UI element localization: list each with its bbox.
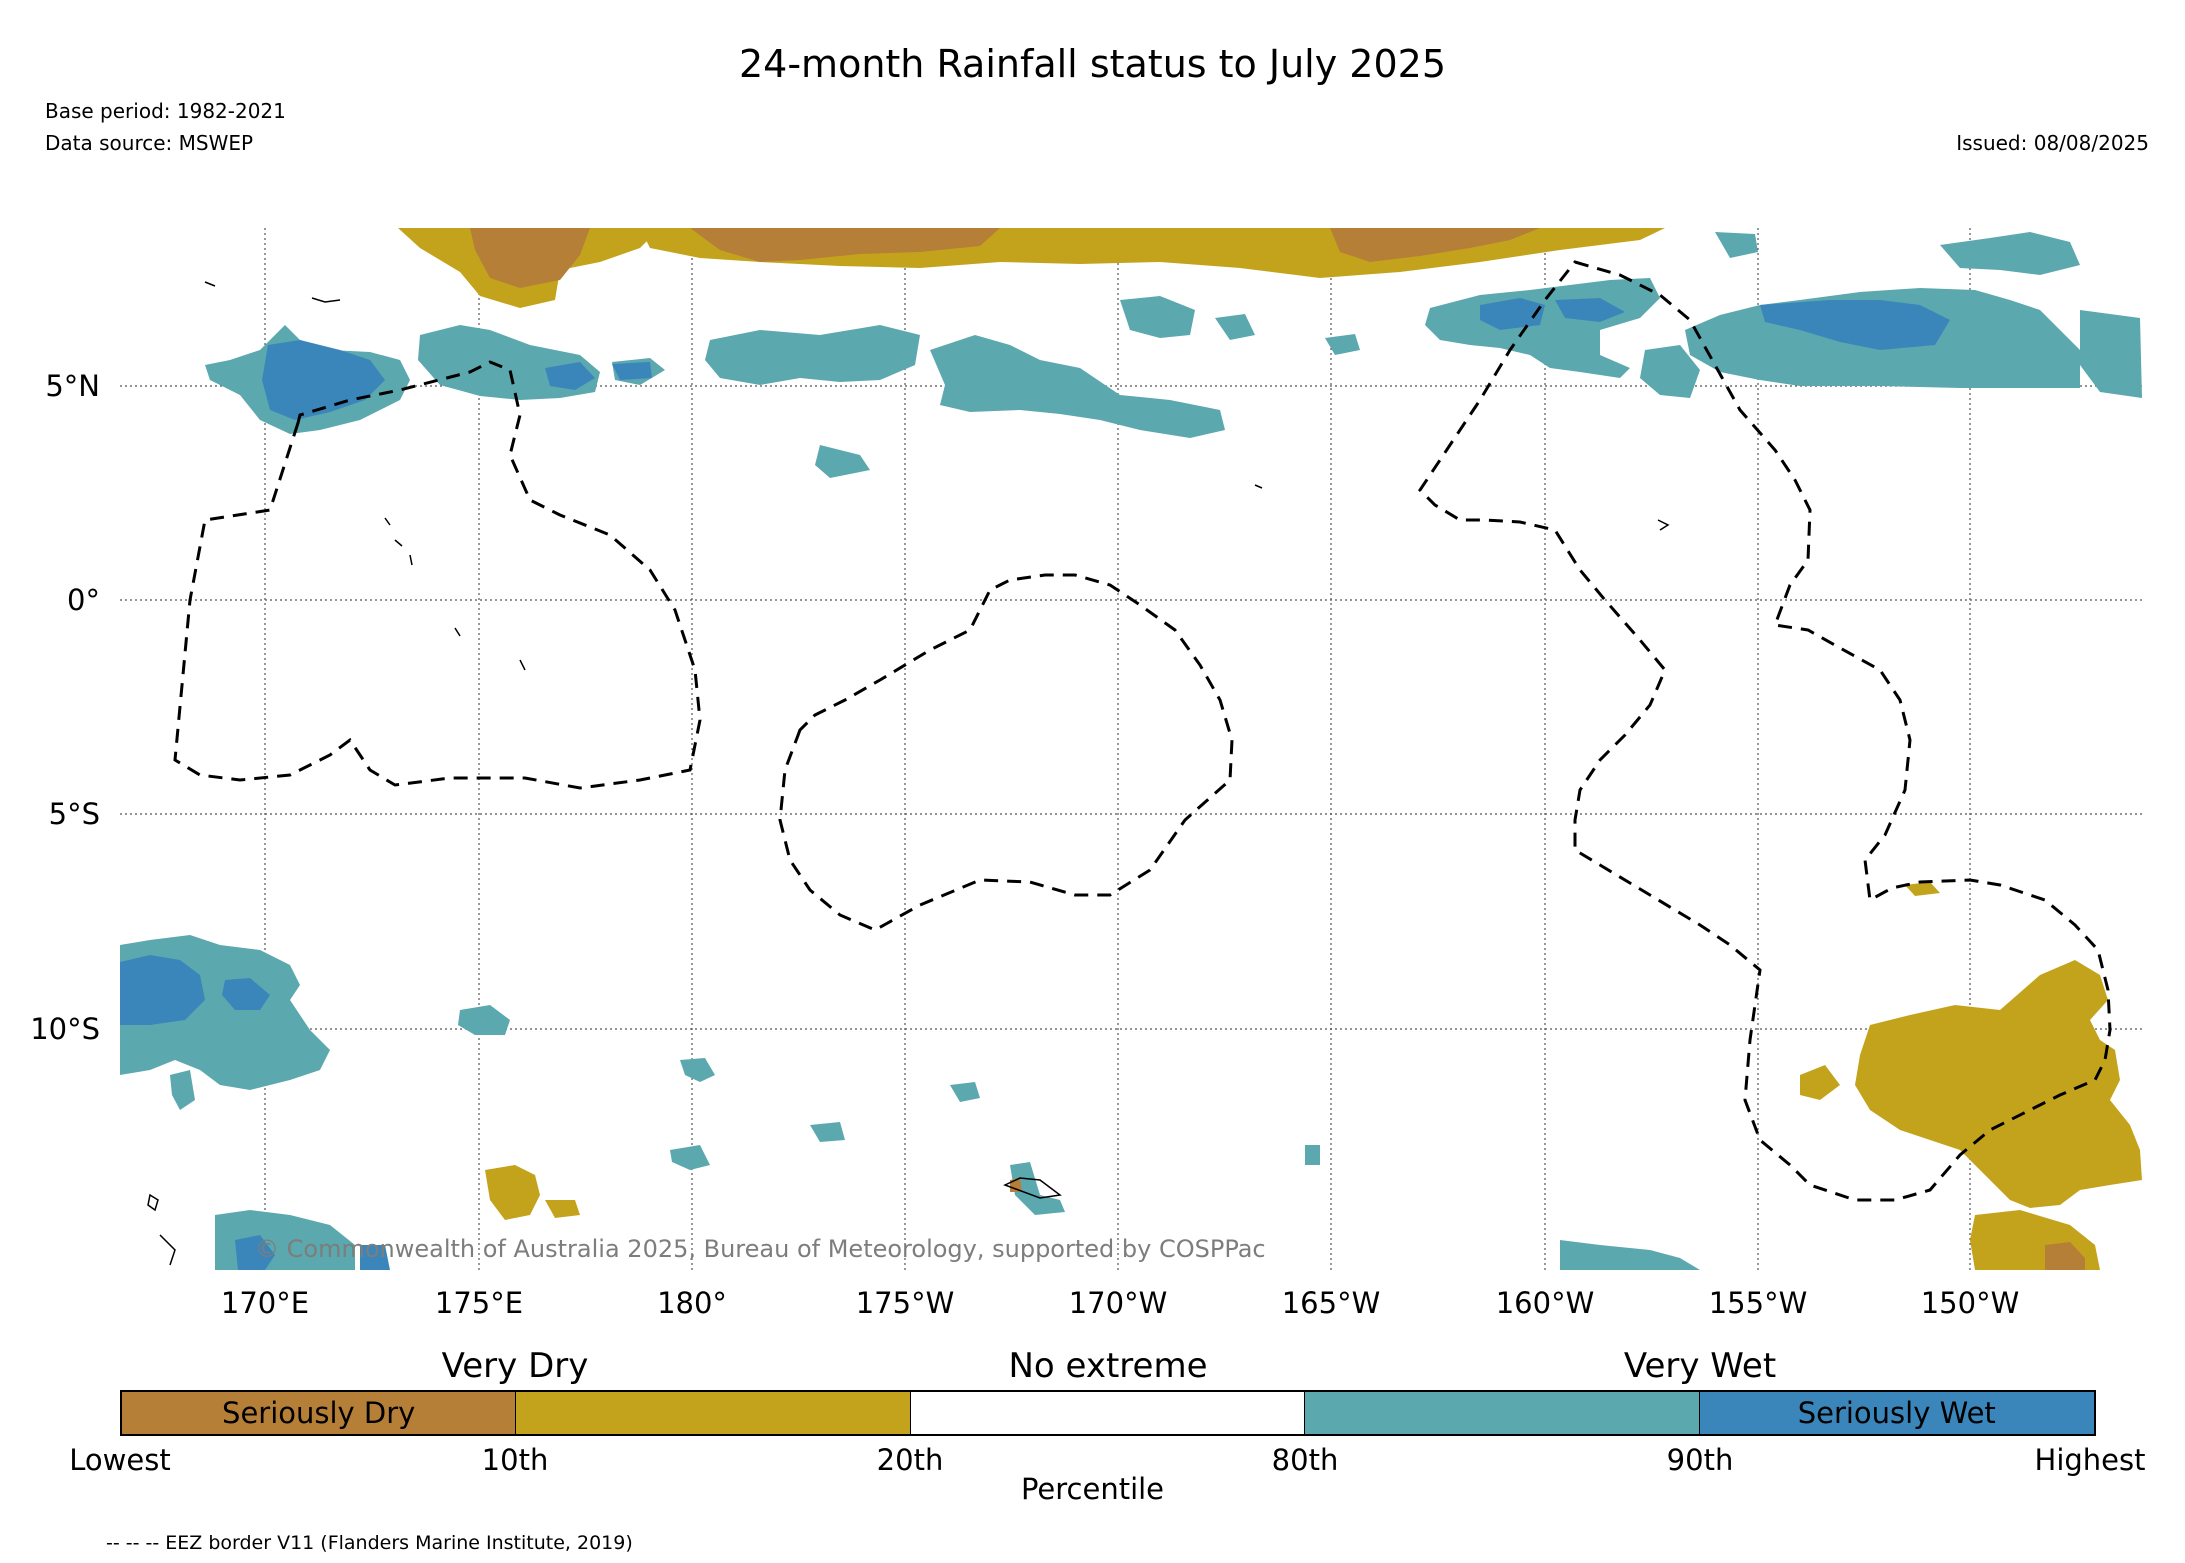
lon-label-175w: 175°W (855, 1286, 955, 1320)
issued-date: Issued: 08/08/2025 (1956, 131, 2149, 155)
legend-tick-lowest: Lowest (69, 1443, 171, 1477)
base-period: Base period: 1982-2021 (45, 99, 286, 123)
islands (147, 281, 1670, 1266)
lat-label-5s: 5°S (48, 797, 100, 831)
lon-label-170w: 170°W (1068, 1286, 1168, 1320)
legend-tick-90th: 90th (1666, 1443, 1734, 1477)
legend-tick-80th: 80th (1271, 1443, 1339, 1477)
lon-label-170e: 170°E (220, 1286, 310, 1320)
legend-segment-seriously-dry: Seriously Dry (122, 1392, 517, 1434)
eez-footnote: -- -- -- EEZ border V11 (Flanders Marine… (106, 1532, 633, 1554)
map-area (120, 228, 2142, 1270)
lon-label-150w: 150°W (1920, 1286, 2020, 1320)
eez-borders (173, 260, 2112, 1202)
graticule (120, 228, 2142, 1270)
legend-category-very-dry: Very Dry (441, 1346, 589, 1386)
very-dry-region-southeast (485, 882, 2142, 1270)
lon-label-180: 180° (657, 1286, 727, 1320)
map-title: 24-month Rainfall status to July 2025 (738, 42, 1447, 86)
legend-segment-seriously-wet: Seriously Wet (1699, 1392, 2094, 1434)
lat-label-10s: 10°S (30, 1012, 100, 1046)
lon-label-155w: 155°W (1708, 1286, 1808, 1320)
data-source: Data source: MSWEP (45, 131, 254, 155)
legend-tick-20th: 20th (876, 1443, 944, 1477)
very-dry-region-north (398, 228, 1665, 308)
lat-label-5n: 5°N (45, 369, 100, 403)
legend-segment-no-extreme (910, 1392, 1306, 1434)
seriously-wet-region-southwest (120, 955, 390, 1270)
lon-label-175e: 175°E (434, 1286, 524, 1320)
very-wet-region-southwest (120, 935, 1700, 1270)
legend-category-no-extreme: No extreme (1008, 1346, 1208, 1386)
legend-segment-very-wet (1305, 1392, 1700, 1434)
lon-label-165w: 165°W (1281, 1286, 1381, 1320)
legend-axis-title: Percentile (1020, 1472, 1165, 1506)
lon-label-160w: 160°W (1495, 1286, 1595, 1320)
legend-segment-very-dry (516, 1392, 911, 1434)
lat-label-0: 0° (67, 583, 100, 617)
colorbar-legend: Seriously Dry Seriously Wet (120, 1390, 2096, 1436)
legend-category-very-wet: Very Wet (1623, 1346, 1777, 1386)
legend-tick-highest: Highest (2034, 1443, 2146, 1477)
legend-tick-10th: 10th (481, 1443, 549, 1477)
seriously-wet-band-north (262, 298, 1950, 420)
copyright-notice: © Commonwealth of Australia 2025, Bureau… (255, 1235, 1266, 1263)
